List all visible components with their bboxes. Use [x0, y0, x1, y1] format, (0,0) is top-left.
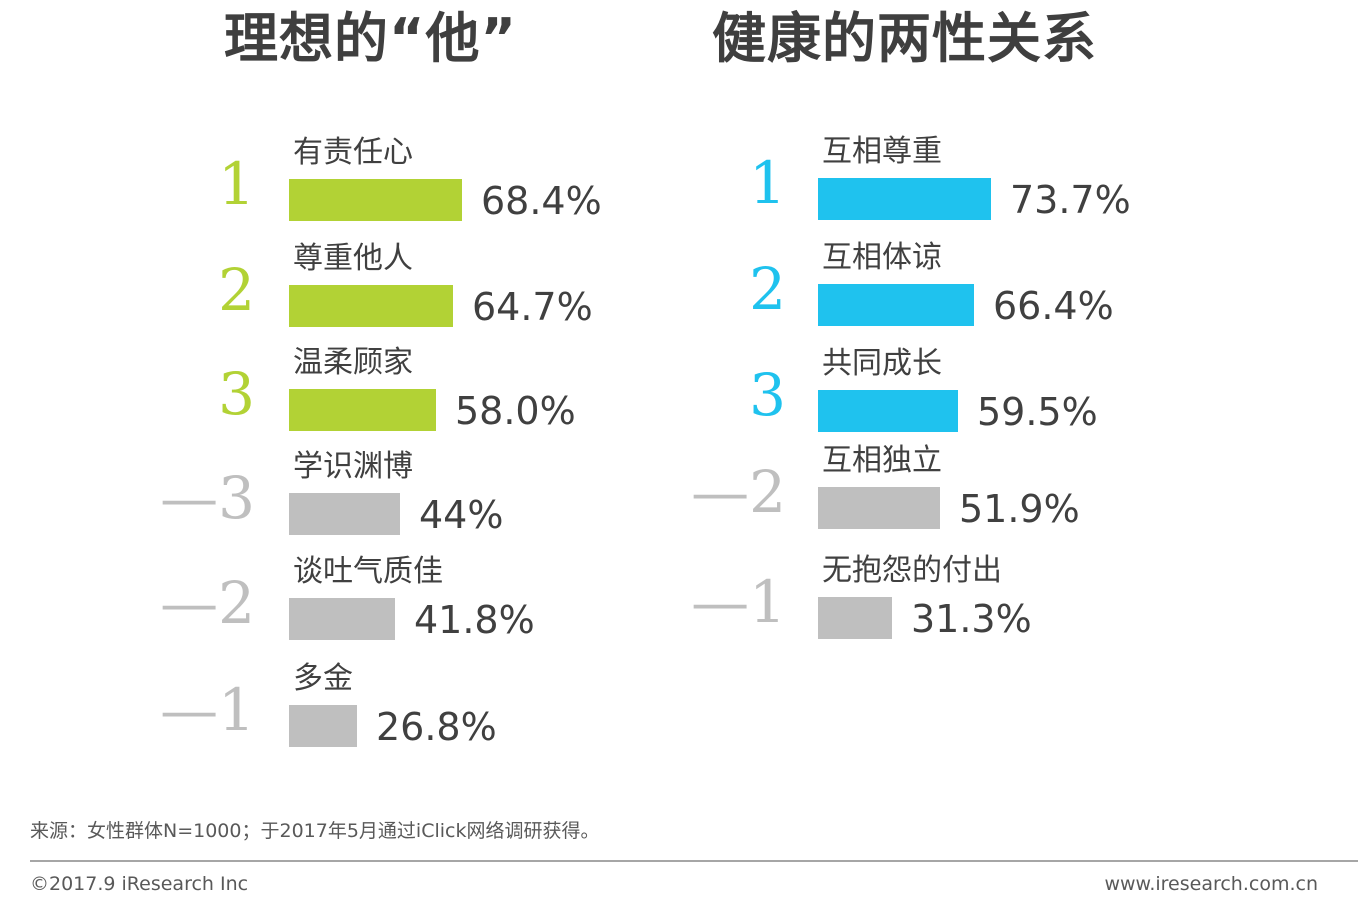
category-label: 共同成长	[822, 346, 942, 381]
value-label: 58.0%	[455, 389, 576, 433]
bar	[289, 285, 453, 327]
value-label: 68.4%	[481, 179, 602, 223]
category-label: 有责任心	[293, 135, 413, 170]
bar	[818, 597, 892, 639]
rank-indicator: —1	[160, 676, 255, 744]
bar	[818, 284, 974, 326]
category-label: 学识渊博	[293, 449, 413, 484]
bar	[289, 598, 395, 640]
website-link[interactable]: www.iresearch.com.cn	[1104, 873, 1318, 895]
category-label: 互相独立	[822, 443, 942, 478]
rank-indicator: 2	[749, 255, 786, 323]
value-label: 26.8%	[376, 705, 497, 749]
value-label: 73.7%	[1010, 178, 1131, 222]
category-label: 互相体谅	[822, 240, 942, 275]
rank-indicator: 3	[218, 360, 255, 428]
category-label: 互相尊重	[822, 134, 942, 169]
category-label: 多金	[293, 661, 353, 696]
rank-indicator: —2	[691, 458, 786, 526]
rank-indicator: 2	[218, 256, 255, 324]
bar	[289, 389, 436, 431]
rank-indicator: 1	[749, 149, 786, 217]
category-label: 谈吐气质佳	[293, 554, 443, 589]
category-label: 温柔顾家	[293, 345, 413, 380]
value-label: 66.4%	[993, 284, 1114, 328]
source-note: 来源：女性群体N=1000；于2017年5月通过iClick网络调研获得。	[30, 820, 600, 842]
value-label: 44%	[419, 493, 504, 537]
footer-divider	[30, 860, 1358, 862]
bar	[289, 179, 462, 221]
rank-indicator: —3	[160, 464, 255, 532]
bar	[818, 487, 940, 529]
value-label: 31.3%	[911, 597, 1032, 641]
rank-indicator: —2	[160, 569, 255, 637]
rank-indicator: 1	[218, 150, 255, 218]
bar	[818, 390, 958, 432]
value-label: 51.9%	[959, 487, 1080, 531]
bar	[289, 493, 400, 535]
category-label: 尊重他人	[293, 241, 413, 276]
value-label: 64.7%	[472, 285, 593, 329]
left-chart-title: 理想的“他”	[224, 7, 517, 70]
rank-indicator: 3	[749, 361, 786, 429]
value-label: 41.8%	[414, 598, 535, 642]
rank-indicator: —1	[691, 568, 786, 636]
right-chart-title: 健康的两性关系	[712, 7, 1097, 70]
bar	[289, 705, 357, 747]
category-label: 无抱怨的付出	[822, 553, 1002, 588]
value-label: 59.5%	[977, 390, 1098, 434]
bar	[818, 178, 991, 220]
copyright-text: ©2017.9 iResearch Inc	[30, 873, 249, 895]
